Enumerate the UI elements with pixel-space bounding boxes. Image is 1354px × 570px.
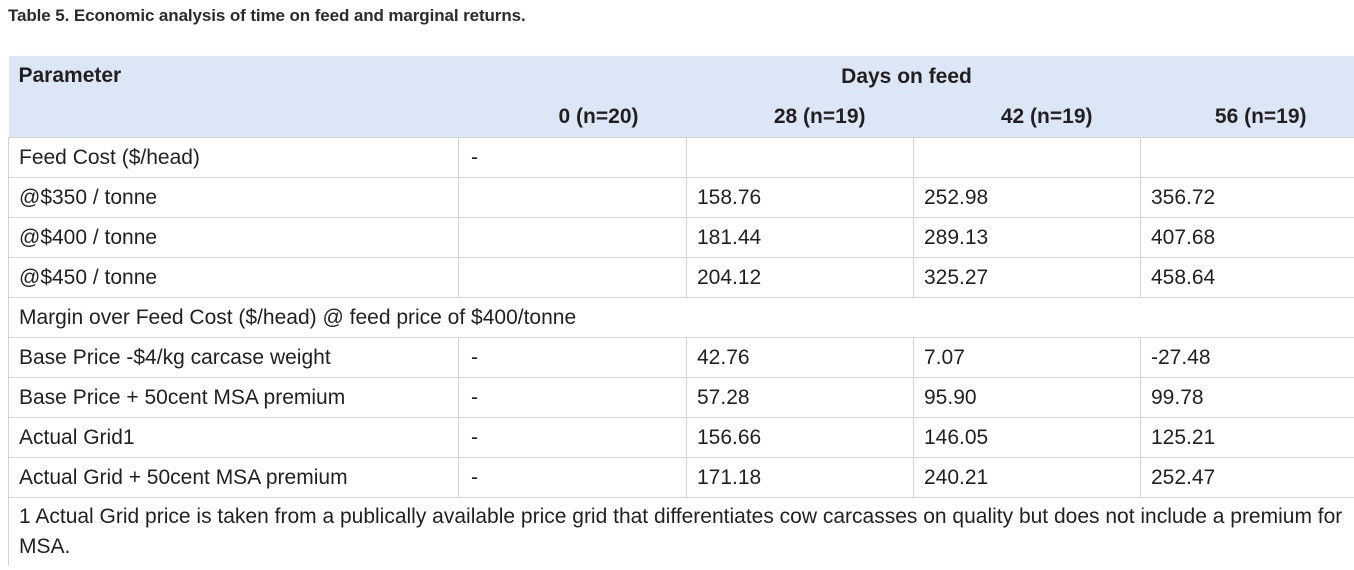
cell-day-0: - [458,337,687,378]
table-row: @$350 / tonne 158.76 252.98 356.72 [8,177,1354,218]
section-label: Margin over Feed Cost ($/head) @ feed pr… [7,297,1354,338]
table-row: Base Price + 50cent MSA premium - 57.28 … [8,377,1354,418]
cell-day-0 [458,217,687,258]
cell-day-56: 99.78 [1139,377,1354,418]
cell-day-0: - [458,417,687,458]
cell-day-0: - [458,137,687,178]
table-caption: Table 5. Economic analysis of time on fe… [8,6,526,25]
cell-day-56: -27.48 [1139,337,1354,378]
header-day-28: 28 (n=19) [686,97,914,138]
cell-day-42: 146.05 [913,417,1141,458]
cell-day-42: 289.13 [913,217,1141,258]
header-day-0: 0 (n=20) [458,97,687,138]
header-day-42: 42 (n=19) [913,97,1141,138]
economic-analysis-table: Parameter Days on feed 0 (n=20) 28 (n=19… [7,56,1354,566]
row-label: @$350 / tonne [8,177,459,218]
footnote-row: 1 Actual Grid price is taken from a publ… [7,497,1354,566]
header-parameter: Parameter [8,56,459,138]
table-body: Feed Cost ($/head) - @$350 / tonne 158.7… [7,137,1354,566]
cell-day-42: 252.98 [913,177,1141,218]
cell-day-28: 57.28 [686,377,914,418]
cell-day-42: 95.90 [913,377,1141,418]
cell-day-28: 156.66 [686,417,914,458]
table-row: Actual Grid + 50cent MSA premium - 171.1… [8,457,1354,498]
cell-day-56: 458.64 [1139,257,1354,298]
section-row: Margin over Feed Cost ($/head) @ feed pr… [7,297,1354,338]
header-days-on-feed: Days on feed [458,56,1354,97]
cell-day-0: - [458,457,687,498]
row-label: Base Price + 50cent MSA premium [8,377,459,418]
cell-day-56 [1139,137,1354,178]
table-row: Actual Grid1 - 156.66 146.05 125.21 [8,417,1354,458]
table-row: @$400 / tonne 181.44 289.13 407.68 [8,217,1354,258]
cell-day-56: 356.72 [1139,177,1354,218]
table-footnote: 1 Actual Grid price is taken from a publ… [7,497,1354,566]
cell-day-56: 125.21 [1139,417,1354,458]
cell-day-42: 325.27 [913,257,1141,298]
cell-day-42: 7.07 [913,337,1141,378]
cell-day-56: 252.47 [1139,457,1354,498]
cell-day-28: 158.76 [686,177,914,218]
table-header: Parameter Days on feed 0 (n=20) 28 (n=19… [8,56,1354,138]
row-label: Actual Grid + 50cent MSA premium [8,457,459,498]
table-row: @$450 / tonne 204.12 325.27 458.64 [8,257,1354,298]
cell-day-0 [458,177,687,218]
cell-day-42: 240.21 [913,457,1141,498]
header-day-56: 56 (n=19) [1140,97,1354,138]
table-row: Feed Cost ($/head) - [8,137,1354,178]
cell-day-42 [913,137,1141,178]
row-label: Actual Grid1 [8,417,459,458]
row-label: Base Price -$4/kg carcase weight [8,337,459,378]
cell-day-0: - [458,377,687,418]
cell-day-28 [686,137,914,178]
cell-day-28: 181.44 [686,217,914,258]
row-label: @$450 / tonne [8,257,459,298]
cell-day-28: 171.18 [686,457,914,498]
cell-day-0 [458,257,687,298]
row-label: @$400 / tonne [8,217,459,258]
cell-day-28: 42.76 [686,337,914,378]
table-row: Base Price -$4/kg carcase weight - 42.76… [8,337,1354,378]
cell-day-56: 407.68 [1139,217,1354,258]
row-label: Feed Cost ($/head) [8,137,459,178]
cell-day-28: 204.12 [686,257,914,298]
